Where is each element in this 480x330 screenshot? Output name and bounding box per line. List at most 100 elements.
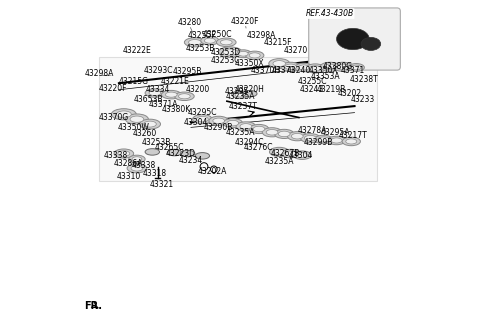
- Text: 43235A: 43235A: [225, 128, 255, 137]
- Ellipse shape: [285, 64, 297, 70]
- Text: 43265C: 43265C: [155, 143, 184, 151]
- Text: 43215G: 43215G: [119, 77, 149, 86]
- Ellipse shape: [235, 50, 252, 58]
- Text: FR.: FR.: [84, 301, 103, 311]
- Ellipse shape: [216, 38, 236, 47]
- Ellipse shape: [275, 129, 294, 139]
- Text: 43220H: 43220H: [235, 85, 265, 94]
- Ellipse shape: [175, 92, 194, 101]
- Ellipse shape: [361, 37, 381, 50]
- Text: 43240: 43240: [287, 66, 311, 75]
- Ellipse shape: [232, 91, 248, 99]
- Ellipse shape: [201, 36, 219, 45]
- Text: 43380G: 43380G: [323, 62, 353, 71]
- Ellipse shape: [149, 90, 161, 96]
- Text: 43350W: 43350W: [118, 123, 150, 132]
- Text: 43310: 43310: [117, 172, 141, 181]
- Ellipse shape: [249, 53, 260, 58]
- Text: 43202A: 43202A: [197, 167, 227, 176]
- Text: 43338: 43338: [104, 151, 128, 160]
- Ellipse shape: [130, 116, 144, 122]
- Text: 43250C: 43250C: [203, 30, 232, 39]
- Text: 43217T: 43217T: [338, 131, 367, 140]
- Text: 43290B: 43290B: [204, 123, 233, 132]
- Ellipse shape: [161, 90, 181, 99]
- Text: 43286A: 43286A: [114, 159, 144, 168]
- Ellipse shape: [236, 122, 256, 131]
- Text: 43220F: 43220F: [231, 16, 259, 25]
- Ellipse shape: [291, 133, 303, 139]
- Ellipse shape: [262, 128, 282, 137]
- Text: 43299B: 43299B: [304, 138, 333, 147]
- Text: 43295B: 43295B: [173, 67, 203, 76]
- Text: 43243: 43243: [300, 85, 324, 94]
- Text: 43202: 43202: [337, 88, 362, 97]
- Ellipse shape: [195, 152, 210, 159]
- Ellipse shape: [223, 118, 242, 128]
- Ellipse shape: [300, 134, 320, 143]
- Text: 43253D: 43253D: [210, 48, 240, 57]
- Text: 43270: 43270: [284, 46, 308, 55]
- Ellipse shape: [239, 51, 248, 56]
- Ellipse shape: [114, 149, 133, 158]
- Text: 43353A: 43353A: [310, 72, 340, 81]
- Text: 43338: 43338: [132, 160, 156, 170]
- Text: 43221E: 43221E: [160, 77, 189, 86]
- Ellipse shape: [249, 124, 269, 134]
- Ellipse shape: [269, 147, 289, 156]
- Text: 43222E: 43222E: [122, 46, 151, 55]
- Ellipse shape: [318, 137, 329, 142]
- Text: 43255F: 43255F: [188, 31, 216, 40]
- Ellipse shape: [179, 94, 190, 99]
- Ellipse shape: [295, 63, 313, 72]
- Ellipse shape: [304, 135, 316, 141]
- Ellipse shape: [145, 149, 159, 155]
- Ellipse shape: [166, 92, 177, 97]
- Ellipse shape: [125, 114, 148, 124]
- Ellipse shape: [336, 28, 369, 50]
- Ellipse shape: [131, 166, 143, 171]
- Text: 43276C: 43276C: [243, 143, 273, 151]
- Ellipse shape: [337, 64, 349, 70]
- Text: 43380K: 43380K: [162, 105, 191, 114]
- FancyBboxPatch shape: [99, 57, 377, 182]
- Text: 43371A: 43371A: [148, 100, 178, 109]
- Text: 43253C: 43253C: [211, 56, 240, 65]
- Ellipse shape: [240, 124, 252, 129]
- Ellipse shape: [218, 47, 242, 57]
- Text: 43253B: 43253B: [186, 44, 216, 53]
- Ellipse shape: [140, 119, 160, 129]
- Ellipse shape: [196, 116, 208, 122]
- Ellipse shape: [351, 65, 361, 70]
- Ellipse shape: [111, 109, 136, 120]
- Ellipse shape: [331, 138, 342, 143]
- Text: 43295: 43295: [225, 87, 249, 96]
- Ellipse shape: [242, 90, 257, 97]
- Text: 43233: 43233: [350, 95, 375, 104]
- Ellipse shape: [310, 66, 321, 71]
- Text: 43295C: 43295C: [188, 108, 217, 117]
- Ellipse shape: [132, 157, 142, 161]
- Ellipse shape: [246, 51, 264, 60]
- Text: 43238T: 43238T: [350, 76, 379, 84]
- Text: 43371: 43371: [272, 66, 296, 75]
- Text: 43318: 43318: [143, 169, 167, 178]
- Text: 43235A: 43235A: [225, 92, 255, 101]
- Text: 43653B: 43653B: [133, 95, 163, 104]
- Text: 43255C: 43255C: [297, 77, 327, 86]
- Ellipse shape: [204, 38, 216, 43]
- Ellipse shape: [273, 61, 286, 67]
- Ellipse shape: [333, 62, 353, 71]
- Text: 43200: 43200: [185, 85, 210, 94]
- Ellipse shape: [348, 64, 364, 71]
- Ellipse shape: [213, 118, 225, 123]
- Ellipse shape: [192, 115, 212, 124]
- Text: 43370G: 43370G: [99, 113, 129, 122]
- Ellipse shape: [293, 151, 312, 159]
- Text: 43294C: 43294C: [235, 138, 264, 147]
- Text: 43304: 43304: [288, 151, 313, 160]
- Text: 43215F: 43215F: [264, 38, 292, 47]
- Ellipse shape: [288, 132, 307, 141]
- Ellipse shape: [253, 126, 265, 132]
- Ellipse shape: [278, 131, 290, 137]
